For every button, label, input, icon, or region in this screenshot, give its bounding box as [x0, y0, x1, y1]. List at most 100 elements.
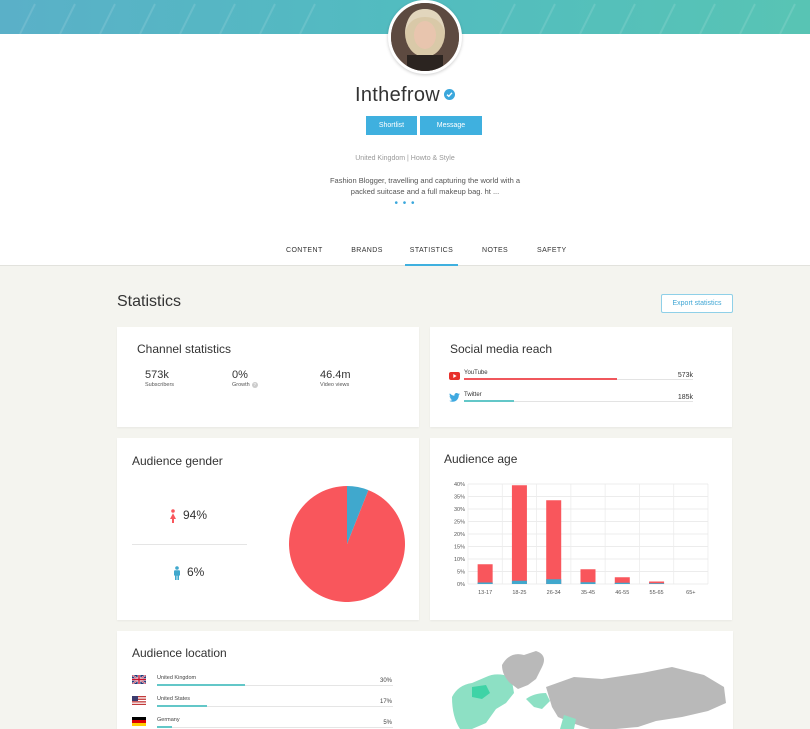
profile-name: Inthefrow	[355, 84, 440, 106]
age-bar-13-17[interactable]	[477, 564, 493, 584]
message-button[interactable]: Message	[420, 116, 482, 135]
youtube-value: 573k	[677, 372, 693, 379]
age-y-tick-label: 40%	[454, 482, 465, 488]
youtube-bar-fill	[464, 378, 618, 380]
audience-location-title: Audience location	[132, 646, 227, 660]
age-bar-46-55[interactable]	[614, 577, 630, 584]
growth-label: Growth	[232, 382, 250, 388]
tab-content[interactable]: CONTENT	[286, 247, 323, 254]
age-bar-26-34[interactable]	[546, 500, 562, 584]
avatar-image	[391, 3, 459, 71]
age-x-tick-label: 18-25	[512, 590, 526, 596]
male-percent: 6%	[187, 565, 205, 579]
audience-age-title: Audience age	[444, 452, 518, 466]
video-views-label: Video views	[320, 382, 350, 388]
location-row-germany: Germany 5%	[132, 717, 393, 729]
age-x-tick-label: 13-17	[478, 590, 492, 596]
social-reach-card: Social media reach	[430, 327, 732, 427]
age-bar-segment-46-55[interactable]	[614, 582, 630, 584]
help-icon[interactable]: ?	[251, 382, 258, 388]
tab-safety[interactable]: SAFETY	[537, 247, 567, 254]
subscribers-label: Subscribers	[145, 382, 175, 388]
export-statistics-button[interactable]: Export statistics	[661, 294, 733, 313]
shortlist-button[interactable]: Shortlist	[366, 116, 417, 135]
age-y-tick-label: 15%	[454, 545, 465, 551]
avatar[interactable]	[388, 0, 462, 74]
audience-gender-card: Audience gender 94% 6%	[117, 438, 419, 620]
video-views-value: 46.4m	[320, 369, 351, 381]
profile-tabs: CONTENT BRANDS STATISTICS NOTES SAFETY	[0, 242, 810, 266]
tab-notes[interactable]: NOTES	[482, 247, 509, 254]
stat-subscribers: 573k Subscribers	[145, 369, 174, 388]
bio-line-1: Fashion Blogger, travelling and capturin…	[329, 176, 521, 185]
stat-growth: 0% Growth?	[232, 369, 258, 388]
youtube-icon	[449, 372, 460, 380]
uk-flag-icon	[132, 675, 146, 684]
bio-line-2: packed suitcase and a full makeup bag. h…	[350, 187, 500, 196]
age-bar-segment-18-25[interactable]	[511, 580, 527, 584]
location-row-uk: United Kingdom 30%	[132, 675, 393, 695]
pie-slice-male[interactable]	[347, 486, 369, 544]
gender-pie-chart	[289, 486, 405, 602]
age-y-tick-label: 30%	[454, 507, 465, 513]
age-x-tick-label: 35-45	[581, 590, 595, 596]
map-region-europe-west[interactable]	[526, 693, 550, 709]
twitter-value: 185k	[677, 394, 693, 401]
subscribers-value: 573k	[145, 369, 169, 381]
audience-world-map[interactable]	[442, 647, 732, 729]
map-region-north-america[interactable]	[452, 674, 514, 729]
map-region-greenland[interactable]	[502, 651, 544, 689]
age-bar-segment-26-34[interactable]	[546, 579, 562, 584]
audience-age-card: Audience age 0% 5% 10% 15% 20% 25% 30% 35% 40% 13…	[430, 438, 732, 620]
twitter-icon	[449, 393, 460, 402]
location-germany-bar-fill	[157, 726, 172, 728]
location-row-us: United States 17%	[132, 696, 393, 716]
female-icon	[170, 509, 176, 523]
map-region-canada-east[interactable]	[472, 685, 490, 699]
audience-gender-title: Audience gender	[132, 454, 223, 468]
age-x-tick-label: 65+	[686, 590, 695, 596]
map-region-eurasia[interactable]	[546, 667, 726, 729]
age-bar-segment-55-65[interactable]	[649, 583, 665, 584]
age-y-tick-label: 25%	[454, 520, 465, 526]
age-bar-35-45[interactable]	[580, 569, 596, 584]
location-uk-bar-track	[157, 684, 393, 686]
age-y-tick-label: 20%	[454, 532, 465, 538]
age-bar-18-25[interactable]	[511, 485, 527, 584]
age-bar-segment-35-45[interactable]	[580, 582, 596, 584]
us-flag-icon	[132, 696, 146, 705]
map-region-middle-east[interactable]	[560, 715, 576, 729]
location-us-bar-fill	[157, 705, 207, 707]
twitter-bar-fill	[464, 400, 515, 402]
location-germany-bar-track	[157, 726, 393, 728]
location-germany-name: Germany	[157, 717, 180, 723]
location-uk-name: United Kingdom	[157, 675, 197, 681]
youtube-label: YouTube	[464, 370, 488, 376]
age-bar-segment-13-17[interactable]	[477, 582, 493, 585]
age-bar-55-65[interactable]	[649, 581, 665, 585]
tab-brands[interactable]: BRANDS	[351, 247, 383, 254]
twitter-label: Twitter	[464, 392, 482, 398]
location-uk-percent: 30%	[379, 678, 392, 684]
gender-divider	[132, 544, 247, 545]
growth-value: 0%	[232, 369, 248, 381]
location-us-name: United States	[157, 696, 191, 702]
age-y-tick-label: 10%	[454, 557, 465, 563]
tab-statistics[interactable]: STATISTICS	[405, 247, 458, 266]
channel-statistics-card: Channel statistics 573k Subscribers 0% G…	[117, 327, 419, 427]
male-share-row: 6%	[173, 565, 204, 580]
profile-actions: Shortlist Message	[366, 116, 482, 135]
bio-more-button[interactable]: • • •	[394, 198, 416, 209]
location-us-bar-track	[157, 705, 393, 707]
female-percent: 94%	[183, 508, 208, 522]
twitter-bar-track	[464, 400, 693, 402]
social-reach-title: Social media reach	[450, 342, 553, 356]
profile-meta: United Kingdom | Howto & Style	[355, 155, 455, 162]
youtube-bar-track	[464, 378, 693, 380]
profile-bio: Fashion Blogger, travelling and capturin…	[310, 175, 540, 197]
female-share-row: 94%	[169, 508, 207, 523]
age-bar-chart: 0% 5% 10% 15% 20% 25% 30% 35% 40% 13-17 18-25 26-34…	[454, 482, 709, 596]
location-germany-percent: 5%	[383, 720, 392, 726]
location-uk-bar-fill	[157, 684, 245, 686]
age-y-tick-label: 35%	[454, 495, 465, 501]
